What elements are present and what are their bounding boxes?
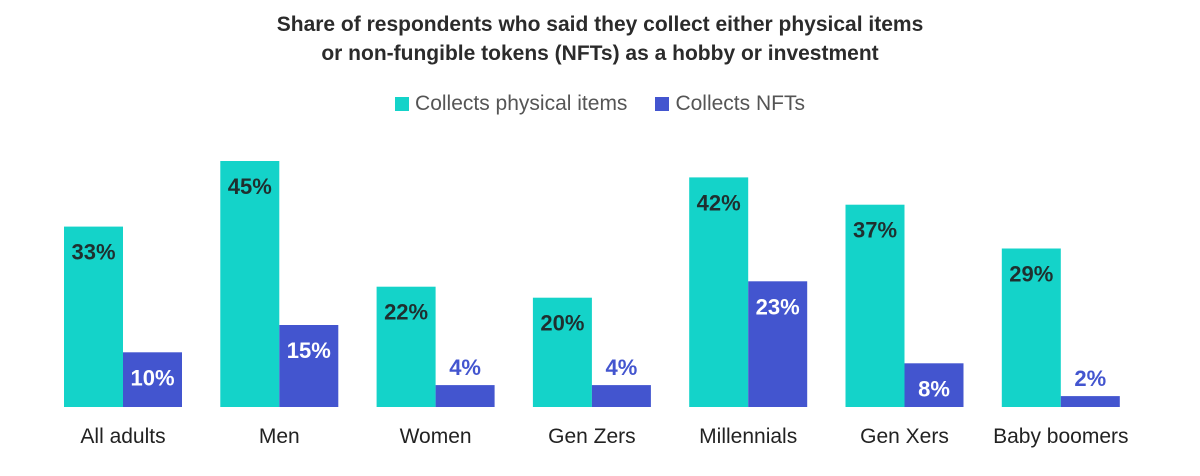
data-label-physical: 33% xyxy=(71,240,115,265)
bar-physical xyxy=(1001,248,1061,407)
bar-physical xyxy=(532,297,592,407)
bar-group: 42% 23% Millennials xyxy=(689,177,808,448)
data-label-physical: 22% xyxy=(384,300,428,325)
data-label-nfts: 4% xyxy=(606,355,638,380)
data-label-physical: 20% xyxy=(540,311,584,336)
category-label: Millennials xyxy=(699,425,797,448)
legend-swatch-nfts xyxy=(655,97,670,111)
bar-group: 20% 4% Gen Zers xyxy=(532,297,651,448)
data-label-physical: 45% xyxy=(228,174,272,199)
category-label: Baby boomers xyxy=(993,425,1128,448)
bar-group: 22% 4% Women xyxy=(376,286,495,448)
legend-label-physical: Collects physical items xyxy=(415,92,628,115)
category-label: Men xyxy=(259,425,300,448)
chart-legend: Collects physical items Collects NFTs xyxy=(0,92,1200,116)
bar-nfts xyxy=(904,363,964,407)
bar-nfts xyxy=(748,281,808,407)
bar-group: 33% 10% All adults xyxy=(64,226,182,448)
category-label: All adults xyxy=(80,425,165,448)
bar-group: 45% 15% Men xyxy=(220,161,339,448)
bar-nfts xyxy=(435,385,495,407)
bar-nfts xyxy=(591,385,651,407)
bar-physical xyxy=(689,177,749,407)
data-label-nfts: 8% xyxy=(918,376,950,401)
category-label: Women xyxy=(400,425,472,448)
legend-label-nfts: Collects NFTs xyxy=(675,92,805,115)
bar-nfts xyxy=(123,352,182,407)
bar-physical xyxy=(376,286,436,407)
bar-physical xyxy=(845,204,905,407)
chart-title: Share of respondents who said they colle… xyxy=(0,10,1200,68)
chart-title-line-1: Share of respondents who said they colle… xyxy=(276,13,924,36)
legend-item-physical: Collects physical items xyxy=(395,92,627,116)
chart-title-line-2: or non-fungible tokens (NFTs) as a hobby… xyxy=(321,42,879,65)
data-label-physical: 29% xyxy=(1009,262,1053,287)
data-label-physical: 42% xyxy=(697,190,741,215)
bar-nfts xyxy=(1060,396,1120,407)
bar-physical xyxy=(220,161,280,407)
data-label-physical: 37% xyxy=(853,218,897,243)
data-label-nfts: 4% xyxy=(449,355,481,380)
legend-swatch-physical xyxy=(395,97,410,111)
category-label: Gen Zers xyxy=(548,425,636,448)
bar-group: 37% 8% Gen Xers xyxy=(845,204,964,448)
bar-group: 29% 2% Baby boomers xyxy=(993,248,1129,448)
data-label-nfts: 15% xyxy=(287,338,331,363)
data-label-nfts: 10% xyxy=(130,365,174,390)
category-label: Gen Xers xyxy=(860,425,949,448)
data-label-nfts: 23% xyxy=(756,294,800,319)
legend-item-nfts: Collects NFTs xyxy=(655,92,805,116)
bar-nfts xyxy=(279,325,339,407)
bar-physical xyxy=(64,226,123,407)
data-label-nfts: 2% xyxy=(1074,366,1106,391)
